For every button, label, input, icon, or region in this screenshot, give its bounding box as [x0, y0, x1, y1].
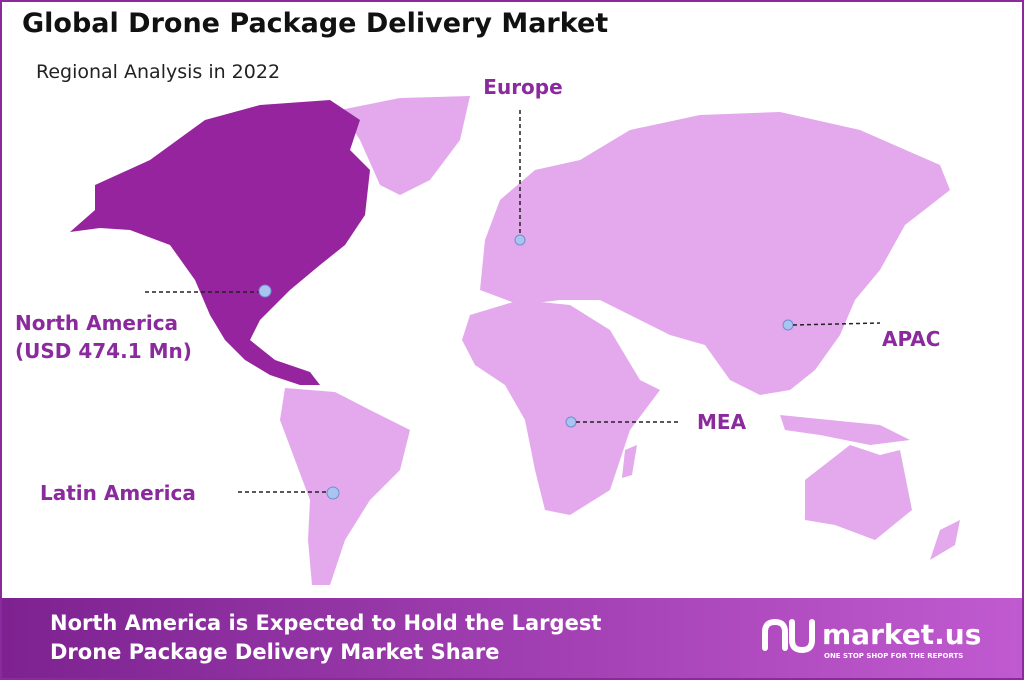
leader-line — [792, 322, 881, 326]
subtitle: Regional Analysis in 2022 — [36, 61, 280, 83]
footer-line: North America is Expected to Hold the La… — [50, 611, 601, 635]
africa — [462, 300, 660, 515]
region-label: APAC — [882, 327, 940, 351]
world-map — [70, 96, 960, 585]
region-dot — [782, 319, 794, 331]
region-label: MEA — [697, 410, 747, 434]
region-dot — [565, 416, 577, 428]
tagline: ONE STOP SHOP FOR THE REPORTS — [824, 652, 963, 660]
region-dot — [514, 234, 526, 246]
indonesia — [780, 415, 910, 445]
region-dot — [258, 284, 272, 298]
australia — [805, 445, 912, 540]
region-label: Europe — [483, 75, 562, 99]
logo-mark — [762, 618, 815, 654]
north-america — [70, 100, 370, 385]
region-value: (USD 474.1 Mn) — [15, 339, 192, 363]
new-zealand — [930, 520, 960, 560]
madagascar — [622, 445, 637, 478]
brand: market.us — [822, 618, 981, 651]
region-label: Latin America — [40, 481, 196, 505]
region-dot — [326, 486, 340, 500]
region-callouts: Europe North America (USD 474.1 Mn) APAC… — [15, 75, 940, 505]
greenland — [340, 96, 470, 195]
south-america — [280, 388, 410, 585]
logo: market.us ONE STOP SHOP FOR THE REPORTS — [762, 618, 981, 660]
eurasia — [480, 112, 950, 395]
region-label: North America — [15, 311, 178, 335]
title: Global Drone Package Delivery Market — [22, 8, 608, 39]
footer-line: Drone Package Delivery Market Share — [50, 640, 500, 664]
footer-band — [2, 598, 1022, 678]
